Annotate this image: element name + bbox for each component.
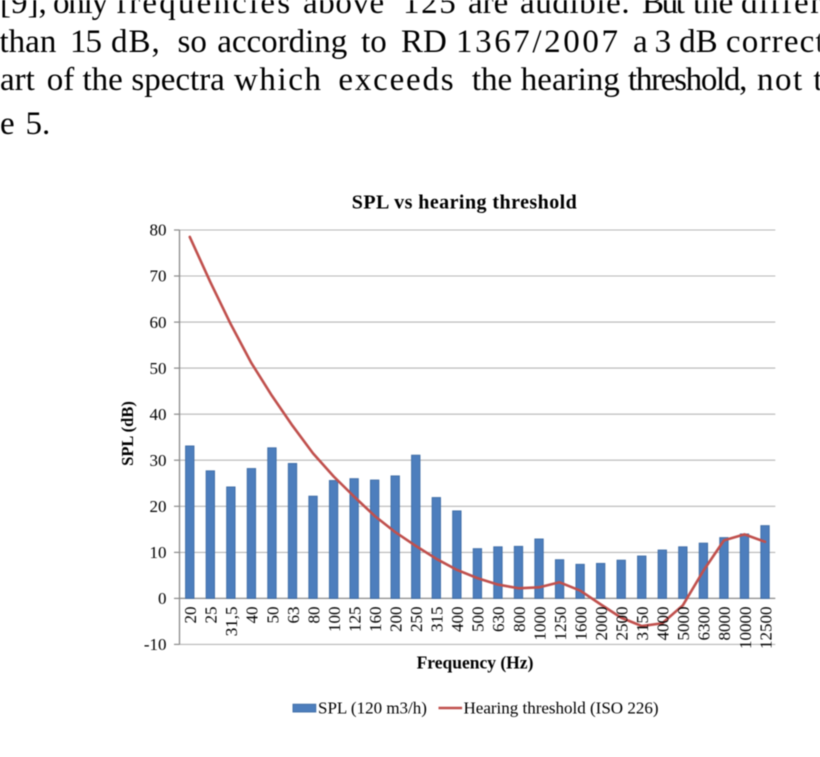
svg-text:1000: 1000 xyxy=(530,607,549,641)
svg-text:SPL (dB): SPL (dB) xyxy=(118,401,137,466)
svg-text:60: 60 xyxy=(150,313,167,332)
svg-text:5000: 5000 xyxy=(674,607,693,641)
svg-text:315: 315 xyxy=(428,607,447,633)
svg-text:100: 100 xyxy=(325,607,344,633)
svg-text:50: 50 xyxy=(263,607,282,624)
svg-text:200: 200 xyxy=(387,607,406,633)
svg-text:80: 80 xyxy=(304,607,323,624)
svg-text:12500: 12500 xyxy=(756,607,775,650)
svg-text:70: 70 xyxy=(150,267,167,286)
svg-text:2500: 2500 xyxy=(613,607,632,641)
svg-text:4000: 4000 xyxy=(654,607,673,641)
svg-text:8000: 8000 xyxy=(715,607,734,641)
svg-text:6300: 6300 xyxy=(695,607,714,641)
svg-text:2000: 2000 xyxy=(592,607,611,641)
svg-text:500: 500 xyxy=(469,607,488,633)
svg-text:125: 125 xyxy=(345,607,364,633)
svg-text:400: 400 xyxy=(448,607,467,633)
svg-text:SPL vs hearing threshold: SPL vs hearing threshold xyxy=(352,192,577,214)
svg-text:10000: 10000 xyxy=(736,607,755,650)
svg-text:30: 30 xyxy=(150,451,167,470)
svg-text:40: 40 xyxy=(243,607,262,624)
svg-text:800: 800 xyxy=(510,607,529,633)
svg-text:63: 63 xyxy=(284,607,303,624)
svg-text:3150: 3150 xyxy=(633,607,652,641)
svg-text:50: 50 xyxy=(150,359,167,378)
svg-text:630: 630 xyxy=(489,607,508,633)
svg-text:Hearing threshold (ISO 226): Hearing threshold (ISO 226) xyxy=(464,699,659,718)
svg-text:20: 20 xyxy=(181,607,200,624)
svg-text:250: 250 xyxy=(407,607,426,633)
svg-text:160: 160 xyxy=(366,607,385,633)
svg-text:20: 20 xyxy=(150,497,167,516)
svg-text:0: 0 xyxy=(158,589,167,608)
svg-text:80: 80 xyxy=(150,221,167,240)
svg-text:Frequency (Hz): Frequency (Hz) xyxy=(417,653,534,673)
svg-text:25: 25 xyxy=(202,607,221,624)
svg-text:SPL (120 m3/h): SPL (120 m3/h) xyxy=(318,699,427,718)
svg-text:31,5: 31,5 xyxy=(222,607,241,637)
svg-text:1250: 1250 xyxy=(551,607,570,641)
svg-text:-10: -10 xyxy=(144,635,167,654)
svg-text:1600: 1600 xyxy=(571,607,590,641)
svg-text:40: 40 xyxy=(150,405,167,424)
svg-text:10: 10 xyxy=(150,543,167,562)
